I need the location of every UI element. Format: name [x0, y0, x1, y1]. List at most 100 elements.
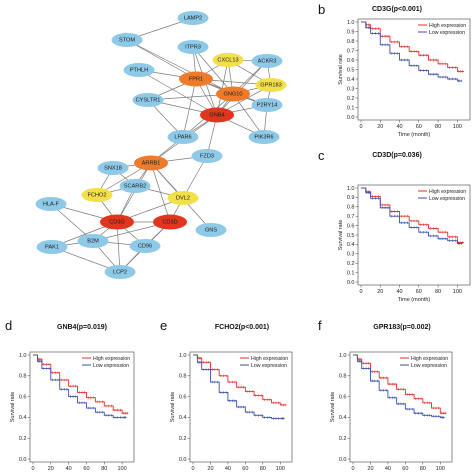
node-b2m[interactable]: B2M — [77, 234, 109, 248]
node-scarb2[interactable]: SCARB2 — [119, 179, 151, 193]
x-tick-label: 100 — [453, 289, 462, 295]
y-tick-label: 0.2 — [347, 96, 355, 102]
km-panel-d: d GNB4(p=0.019) 0 20 40 60 80 100 0.0 0.2 0.4 0.6 0.… — [5, 318, 135, 472]
node-cd3d[interactable]: CD3D — [153, 214, 187, 230]
node-ellipse — [251, 98, 283, 112]
node-label: ACKR3 — [258, 58, 277, 64]
node-gng10[interactable]: GNG10 — [216, 86, 250, 102]
node-ellipse — [216, 86, 250, 102]
y-tick-label: 0.9 — [347, 29, 355, 35]
node-lcp2[interactable]: LCP2 — [104, 265, 136, 279]
node-lamp2[interactable]: LAMP2 — [177, 11, 209, 25]
node-label: LAMP2 — [184, 15, 202, 21]
x-tick-label: 40 — [396, 124, 402, 130]
panel-letter: e — [160, 318, 167, 333]
x-axis-label: Time (month) — [398, 297, 431, 303]
y-tick-label: 0.4 — [347, 242, 355, 248]
km-title: CD3G(p<0.001) — [372, 6, 422, 13]
node-pik3r6[interactable]: PIK3R6 — [248, 130, 280, 144]
x-tick-label: 60 — [416, 289, 422, 295]
node-gns[interactable]: GNS — [195, 223, 227, 237]
node-p2ry14[interactable]: P2RY14 — [251, 98, 283, 112]
node-label: ITPR3 — [185, 44, 201, 50]
y-tick-label: 1.0 — [19, 353, 27, 359]
node-dvl2[interactable]: DVL2 — [167, 191, 199, 205]
km-title: CD3D(p=0.036) — [372, 152, 422, 159]
node-pak1[interactable]: PAK1 — [36, 240, 68, 254]
y-tick-label: 0.8 — [339, 374, 347, 380]
y-tick-label: 0.9 — [347, 195, 355, 201]
x-tick-label: 80 — [420, 466, 426, 472]
y-tick-label: 1.0 — [347, 20, 355, 26]
node-ellipse — [100, 214, 134, 230]
node-fzd3[interactable]: FZD3 — [191, 149, 223, 163]
node-label: SNX18 — [104, 165, 122, 171]
node-label: LCP2 — [113, 269, 127, 275]
y-axis-label: Survival rate — [338, 54, 344, 85]
node-ellipse — [111, 33, 143, 47]
node-label: DVL2 — [176, 195, 190, 201]
network-edge — [116, 221, 121, 273]
node-label: B2M — [87, 238, 99, 244]
y-tick-label: 0.0 — [347, 115, 355, 121]
node-cxcl13[interactable]: CXCL13 — [212, 53, 244, 67]
y-tick-label: 0.5 — [347, 67, 355, 73]
x-tick-label: 20 — [207, 466, 213, 472]
node-stom[interactable]: STOM — [111, 33, 143, 47]
legend-label-high: High expression — [429, 23, 466, 29]
node-snx18[interactable]: SNX18 — [97, 161, 129, 175]
y-tick-label: 1.0 — [347, 186, 355, 192]
node-cd96[interactable]: CD96 — [129, 239, 161, 253]
plot-frame — [349, 351, 453, 463]
node-gpr183[interactable]: GPR183 — [255, 78, 287, 92]
node-ellipse — [167, 191, 199, 205]
node-label: STOM — [119, 37, 135, 43]
node-pthlh[interactable]: PTHLH — [123, 63, 155, 77]
network-edge — [232, 93, 265, 138]
ppi-network: LAMP2 STOM ITPR3 CXCL13 ACKR3 PTHLH FPR1 GNG10 G… — [35, 11, 287, 279]
node-fcho2[interactable]: FCHO2 — [81, 188, 113, 202]
y-tick-label: 0.0 — [339, 457, 347, 463]
node-label: CYSLTR1 — [136, 97, 161, 103]
node-label: PIK3R6 — [254, 134, 273, 140]
panel-letter: d — [5, 318, 12, 333]
y-tick-label: 0.4 — [347, 77, 355, 83]
node-cysltr1[interactable]: CYSLTR1 — [132, 93, 164, 107]
node-ackr3[interactable]: ACKR3 — [251, 54, 283, 68]
x-tick-label: 80 — [260, 466, 266, 472]
node-ellipse — [153, 214, 187, 230]
node-itpr3[interactable]: ITPR3 — [177, 40, 209, 54]
node-ellipse — [251, 54, 283, 68]
node-label: HLA-F — [43, 201, 60, 207]
node-label: FZD3 — [200, 153, 214, 159]
y-tick-label: 0.0 — [19, 457, 27, 463]
x-tick-label: 0 — [359, 289, 362, 295]
legend-label-low: Low expression — [93, 363, 129, 369]
y-tick-label: 0.1 — [347, 105, 355, 111]
node-label: PAK1 — [45, 244, 59, 250]
y-tick-label: 0.4 — [19, 415, 27, 421]
legend-label-high: High expression — [429, 189, 466, 195]
y-tick-label: 0.0 — [179, 457, 187, 463]
node-ellipse — [177, 40, 209, 54]
node-gnb4[interactable]: GNB4 — [200, 107, 234, 123]
x-tick-label: 40 — [385, 466, 391, 472]
node-lpar6[interactable]: LPAR6 — [167, 130, 199, 144]
y-tick-label: 0.7 — [347, 214, 355, 220]
y-tick-label: 0.5 — [347, 233, 355, 239]
node-ellipse — [104, 265, 136, 279]
y-tick-label: 0.8 — [347, 205, 355, 211]
x-tick-label: 100 — [276, 466, 285, 472]
node-arrb1[interactable]: ARRB1 — [134, 155, 168, 171]
y-tick-label: 0.4 — [339, 415, 347, 421]
x-tick-label: 40 — [66, 466, 72, 472]
y-axis-label: Survival rate — [330, 392, 336, 423]
legend-label-high: High expression — [251, 356, 288, 362]
node-fpr1[interactable]: FPR1 — [179, 71, 213, 87]
node-cd3g[interactable]: CD3G — [100, 214, 134, 230]
node-hla-f[interactable]: HLA-F — [35, 197, 67, 211]
plot-frame — [189, 351, 293, 463]
